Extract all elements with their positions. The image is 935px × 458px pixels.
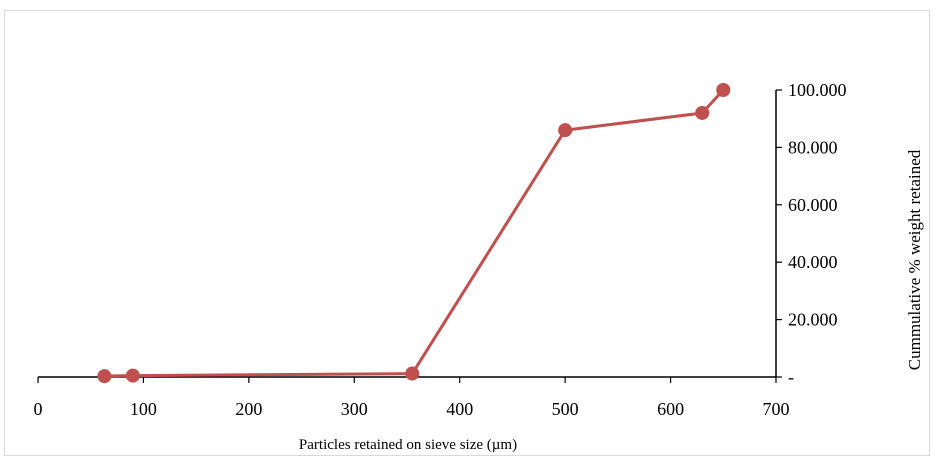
data-point: [558, 123, 573, 138]
x-tick-label: 500: [552, 399, 579, 419]
x-tick-label: 300: [341, 399, 368, 419]
x-tick-label: 400: [446, 399, 473, 419]
x-tick-label: 200: [235, 399, 262, 419]
data-point: [405, 366, 420, 381]
y-tick-label: -: [788, 367, 794, 387]
data-point: [716, 83, 731, 97]
series-group: [97, 83, 731, 384]
x-tick-label: 0: [34, 399, 43, 419]
y-tick-label: 100.000: [788, 80, 847, 100]
data-point: [695, 105, 710, 120]
y-tick-label: 20.000: [788, 310, 838, 330]
data-point: [97, 369, 112, 384]
axis-labels: Particles retained on sieve size (µm) Cu…: [299, 149, 924, 453]
y-tick-label: 80.000: [788, 137, 838, 157]
y-tick-label: 60.000: [788, 195, 838, 215]
data-point: [125, 368, 140, 383]
axes: 0 100 200 300 400 500 600 700 - 20.000 40.000 60.00…: [34, 80, 847, 419]
y-axis-title: Cummulative % weight retained: [905, 149, 924, 370]
x-tick-label: 600: [657, 399, 684, 419]
x-axis-title: Particles retained on sieve size (µm): [299, 437, 517, 453]
x-tick-label: 100: [130, 399, 157, 419]
x-tick-label: 700: [763, 399, 790, 419]
series-line: [104, 88, 725, 378]
y-tick-label: 40.000: [788, 252, 838, 272]
